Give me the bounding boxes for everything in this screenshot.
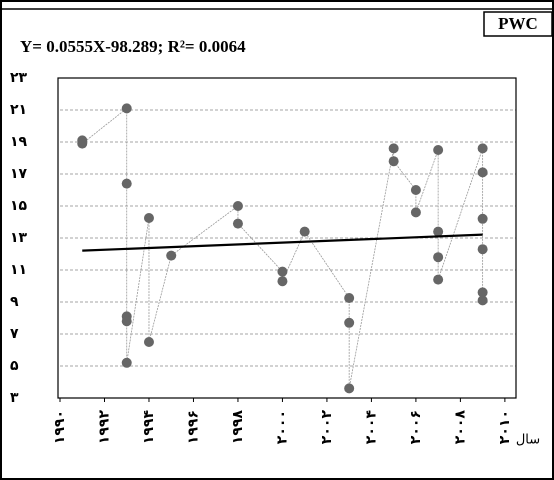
point <box>477 287 488 298</box>
point <box>344 383 355 394</box>
x-tick-label: ۱۹۹۶ <box>185 410 201 444</box>
point <box>299 226 310 237</box>
point <box>344 317 355 328</box>
point <box>166 250 177 261</box>
point <box>344 293 355 303</box>
x-tick-label: ۲۰۰۰ <box>274 410 290 444</box>
chart-title: Y= 0.0555X-98.289; R²= 0.0064 <box>20 37 246 56</box>
y-tick-label: ۷ <box>10 326 19 342</box>
point <box>121 103 132 114</box>
point <box>143 213 154 223</box>
point <box>388 143 399 154</box>
y-tick-label: ۱۷ <box>10 166 28 182</box>
point <box>77 138 88 149</box>
x-tick-label: ۱۹۹۸ <box>230 410 246 445</box>
point <box>477 143 488 154</box>
y-tick-label: ۱۳ <box>10 230 28 246</box>
x-tick-label: ۲۰۰۴ <box>363 410 379 445</box>
y-tick-label: ۲۳ <box>10 70 28 86</box>
x-tick-label: ۲۰۰۶ <box>408 410 424 444</box>
connector-line <box>81 107 484 389</box>
point <box>433 252 444 263</box>
x-tick-label: ۱۹۹۲ <box>96 410 112 445</box>
point <box>410 207 421 218</box>
point <box>388 156 399 167</box>
point <box>477 295 488 306</box>
x-tick-label: ۱۹۹۰ <box>52 410 68 444</box>
point <box>477 244 488 255</box>
x-tick-label: ۲۰۰۲ <box>319 410 335 445</box>
y-tick-label: ۵ <box>10 358 19 374</box>
x-axis-label: سال <box>516 433 540 448</box>
point <box>121 178 132 189</box>
point <box>410 185 421 195</box>
point <box>121 357 132 368</box>
y-tick-label: ۱۱ <box>10 262 27 278</box>
point <box>277 276 288 287</box>
y-tick-label: ۳ <box>10 390 19 406</box>
point <box>232 218 243 229</box>
y-tick-label: ۲۱ <box>10 102 27 118</box>
x-tick-label: ۲۰۰۸ <box>452 410 468 445</box>
y-tick-label: ۱۹ <box>10 134 28 150</box>
point <box>277 266 288 277</box>
point <box>121 316 132 327</box>
x-tick-label: ۲۰۱۰ <box>497 410 513 444</box>
point <box>433 274 444 285</box>
plot-area <box>57 77 517 399</box>
x-tick-label: ۱۹۹۴ <box>141 410 157 445</box>
point <box>143 337 154 347</box>
y-tick-label: ۱۵ <box>10 198 28 214</box>
point <box>477 213 488 224</box>
point <box>433 145 444 155</box>
point <box>433 226 444 237</box>
point <box>232 201 243 211</box>
y-tick-label: ۹ <box>10 294 19 310</box>
badge-box <box>483 11 553 37</box>
badge: PWC <box>498 14 538 33</box>
point <box>477 167 488 178</box>
trend-line <box>82 233 483 252</box>
